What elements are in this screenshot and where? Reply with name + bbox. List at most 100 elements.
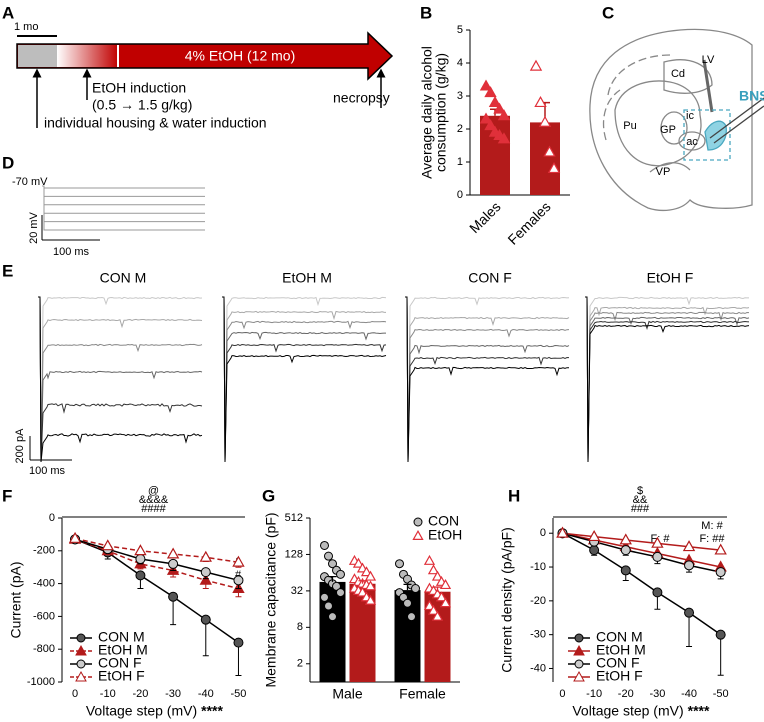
data-point [427, 604, 440, 615]
data-point [200, 567, 211, 578]
error-bar [433, 586, 442, 592]
legend-label: CON F [98, 655, 142, 671]
cortex-layer [602, 54, 671, 141]
anterior-commissure [678, 131, 706, 151]
data-point [336, 588, 345, 598]
data-point [168, 591, 179, 602]
legend-marker [573, 670, 585, 682]
current-trace [222, 296, 386, 463]
current-trace [585, 296, 750, 463]
x-tick-label: -20 [132, 688, 148, 700]
group-label: CON F [468, 270, 512, 286]
current-trace [38, 296, 203, 463]
data-point [497, 109, 511, 121]
current-trace [38, 296, 203, 463]
current-trace [405, 296, 570, 463]
legend-marker [574, 633, 584, 643]
data-point [168, 558, 179, 569]
y-tick-label: 32 [291, 585, 303, 597]
y-tick-label: 0 [540, 527, 546, 539]
legend-label: EtOH M [596, 642, 646, 658]
housing-label: individual housing & water induction [44, 115, 267, 131]
legend-marker [76, 633, 86, 643]
data-point [439, 597, 452, 608]
brain-diagram [589, 28, 764, 212]
x-tick-label: -50 [713, 688, 729, 700]
x-tick-label: -40 [198, 688, 214, 700]
voltage-step [42, 185, 205, 231]
x-tick-label: -10 [100, 688, 116, 700]
x-tick-label: Females [504, 198, 553, 247]
data-point [320, 540, 329, 550]
y-axis-label: Current (pA) [8, 561, 24, 638]
bnst-label: BNST [739, 88, 764, 104]
data-point [403, 598, 412, 608]
data-point [484, 119, 497, 131]
data-point [364, 580, 377, 591]
data-point [328, 559, 337, 569]
current-trace [585, 296, 749, 463]
data-point [134, 544, 147, 556]
data-point [543, 145, 556, 157]
data-point [715, 567, 726, 578]
y-tick-label: 5 [457, 24, 463, 36]
y-axis-label: Membrane capacitance (pF) [263, 512, 279, 687]
y-tick-label: 4 [457, 57, 463, 69]
necropsy-label: necropsy [333, 90, 390, 106]
x-tick-label: Male [332, 686, 363, 702]
data-point [352, 557, 365, 568]
panel-label: A [2, 3, 14, 22]
legend-marker [76, 659, 86, 669]
data-point [356, 586, 369, 597]
current-trace [585, 296, 750, 463]
error-bar [202, 619, 209, 657]
holding-label: -70 mV [12, 176, 48, 188]
data-point [493, 102, 506, 114]
current-trace [222, 296, 387, 463]
x-axis-stars: **** [201, 703, 223, 719]
data-point [529, 59, 543, 71]
panel-label: G [262, 486, 275, 505]
timeline: 1 mo 4% EtOH (12 mo) EtOH induction (0.5… [14, 21, 394, 131]
significance-label: F: ## [699, 533, 725, 545]
panel-label: F [2, 486, 12, 505]
data-point [364, 594, 377, 605]
error-bar [686, 612, 693, 647]
y-axis-label: consumption (g/kg) [433, 53, 449, 172]
data-point [233, 575, 244, 586]
current-trace [38, 296, 203, 463]
data-point [684, 607, 695, 618]
induction-label: EtOH induction [92, 80, 186, 96]
x-tick-label: -30 [649, 688, 665, 700]
x-tick-label: 0 [72, 688, 78, 700]
brain-label: VP [656, 166, 671, 178]
significance-label: # [235, 569, 242, 581]
data-point [423, 599, 436, 611]
current-trace [222, 296, 387, 463]
data-point [547, 161, 561, 174]
legend-label: CON M [98, 629, 145, 645]
x-tick-label: -40 [681, 688, 697, 700]
panel-label: B [420, 3, 432, 22]
y-tick-label: -200 [33, 545, 55, 557]
data-point [652, 551, 663, 562]
series-line [74, 537, 239, 564]
housing-segment [18, 45, 57, 67]
data-point [488, 95, 502, 108]
y-axis-label: Current density (pA/pF) [499, 527, 515, 673]
globus-pallidus [660, 111, 688, 145]
scale-label: 100 ms [29, 465, 66, 477]
y-tick-label: -800 [33, 643, 55, 655]
significance-label: @ [148, 485, 159, 497]
series-line [74, 538, 239, 644]
legend-marker [75, 644, 87, 656]
error-bar [328, 576, 337, 582]
group-label: CON M [100, 270, 147, 286]
electrode [709, 97, 764, 144]
panel-label: H [508, 486, 520, 505]
ventricle [702, 59, 714, 113]
error-bar [358, 580, 367, 584]
data-point [328, 612, 337, 622]
x-tick-label: -20 [618, 688, 634, 700]
